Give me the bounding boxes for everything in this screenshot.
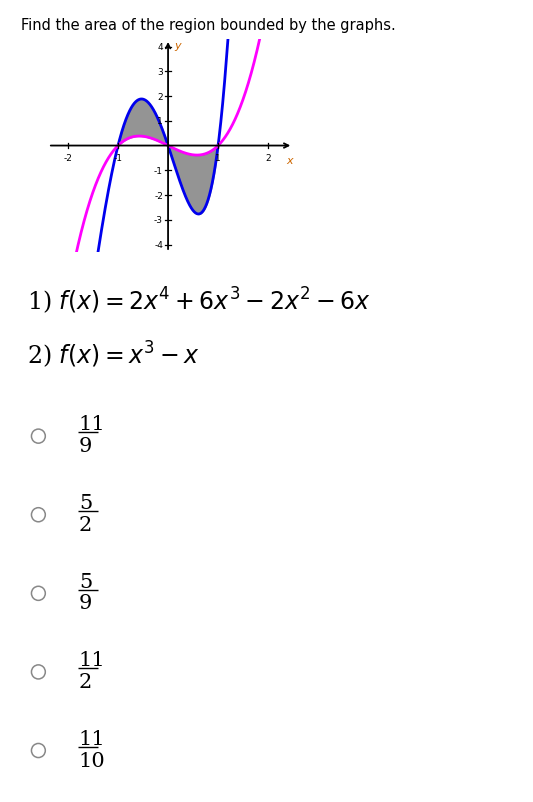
Text: 9: 9: [79, 593, 92, 613]
Text: 1: 1: [157, 117, 163, 126]
Text: 1: 1: [215, 154, 221, 163]
Text: 5: 5: [79, 493, 92, 512]
Text: 1) $f(x) = 2x^4 + 6x^3 - 2x^2 - 6x$: 1) $f(x) = 2x^4 + 6x^3 - 2x^2 - 6x$: [27, 285, 370, 316]
Text: 2) $f(x) = x^3 - x$: 2) $f(x) = x^3 - x$: [27, 339, 200, 370]
Text: 11: 11: [79, 415, 106, 434]
Text: 11: 11: [79, 650, 106, 670]
Text: 3: 3: [157, 67, 163, 77]
Text: 4: 4: [157, 43, 163, 52]
Text: 2: 2: [157, 92, 163, 101]
Text: -2: -2: [154, 192, 163, 200]
Text: -3: -3: [154, 216, 163, 225]
Text: -2: -2: [63, 154, 72, 163]
Text: 5: 5: [79, 572, 92, 591]
Text: x: x: [286, 156, 293, 166]
Text: -1: -1: [154, 167, 163, 176]
Text: 10: 10: [79, 751, 106, 770]
Text: -4: -4: [154, 241, 163, 249]
Text: 2: 2: [79, 672, 92, 691]
Text: 9: 9: [79, 436, 92, 456]
Text: 2: 2: [79, 515, 92, 534]
Text: 11: 11: [79, 729, 106, 748]
Text: Find the area of the region bounded by the graphs.: Find the area of the region bounded by t…: [21, 18, 396, 33]
Text: -1: -1: [114, 154, 123, 163]
Text: 2: 2: [265, 154, 271, 163]
Text: y: y: [175, 42, 181, 51]
